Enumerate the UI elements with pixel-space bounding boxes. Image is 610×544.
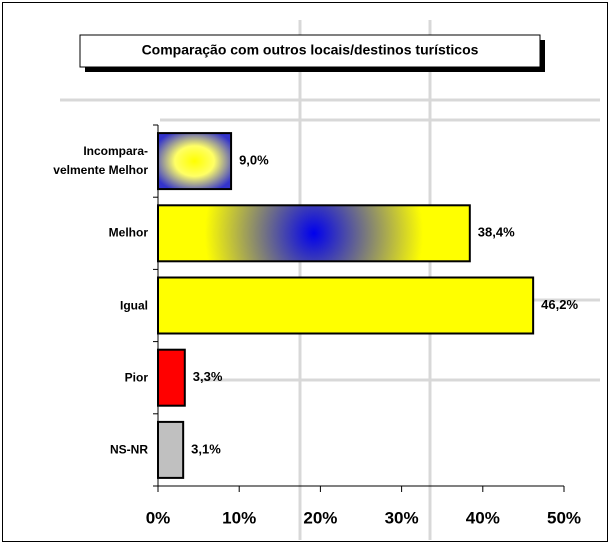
bar [157, 276, 535, 335]
y-tick-label: Pior [124, 370, 148, 385]
chart-title: Comparação com outros locais/destinos tu… [142, 42, 479, 58]
y-tick-label: NS-NR [110, 442, 148, 457]
bar [157, 132, 233, 191]
bar [157, 348, 186, 407]
x-tick-label: 30% [385, 508, 419, 527]
value-label: 9,0% [239, 153, 269, 168]
y-tick-label: Melhor [108, 225, 148, 240]
value-label: 3,3% [193, 369, 223, 384]
y-tick-label: Incompara- velmente Melhor [53, 144, 148, 178]
x-tick-label: 50% [547, 508, 581, 527]
bar [157, 204, 471, 263]
value-label: 38,4% [478, 225, 515, 240]
value-label: 3,1% [191, 441, 221, 456]
y-tick-label: Igual [119, 298, 148, 312]
bar [157, 420, 185, 479]
title-box [79, 34, 541, 68]
x-tick-label: 10% [222, 508, 256, 527]
x-tick-label: 40% [466, 508, 500, 527]
value-label: 46,2% [541, 297, 578, 312]
x-tick-label: 20% [303, 508, 337, 527]
x-tick-label: 0% [146, 508, 171, 527]
